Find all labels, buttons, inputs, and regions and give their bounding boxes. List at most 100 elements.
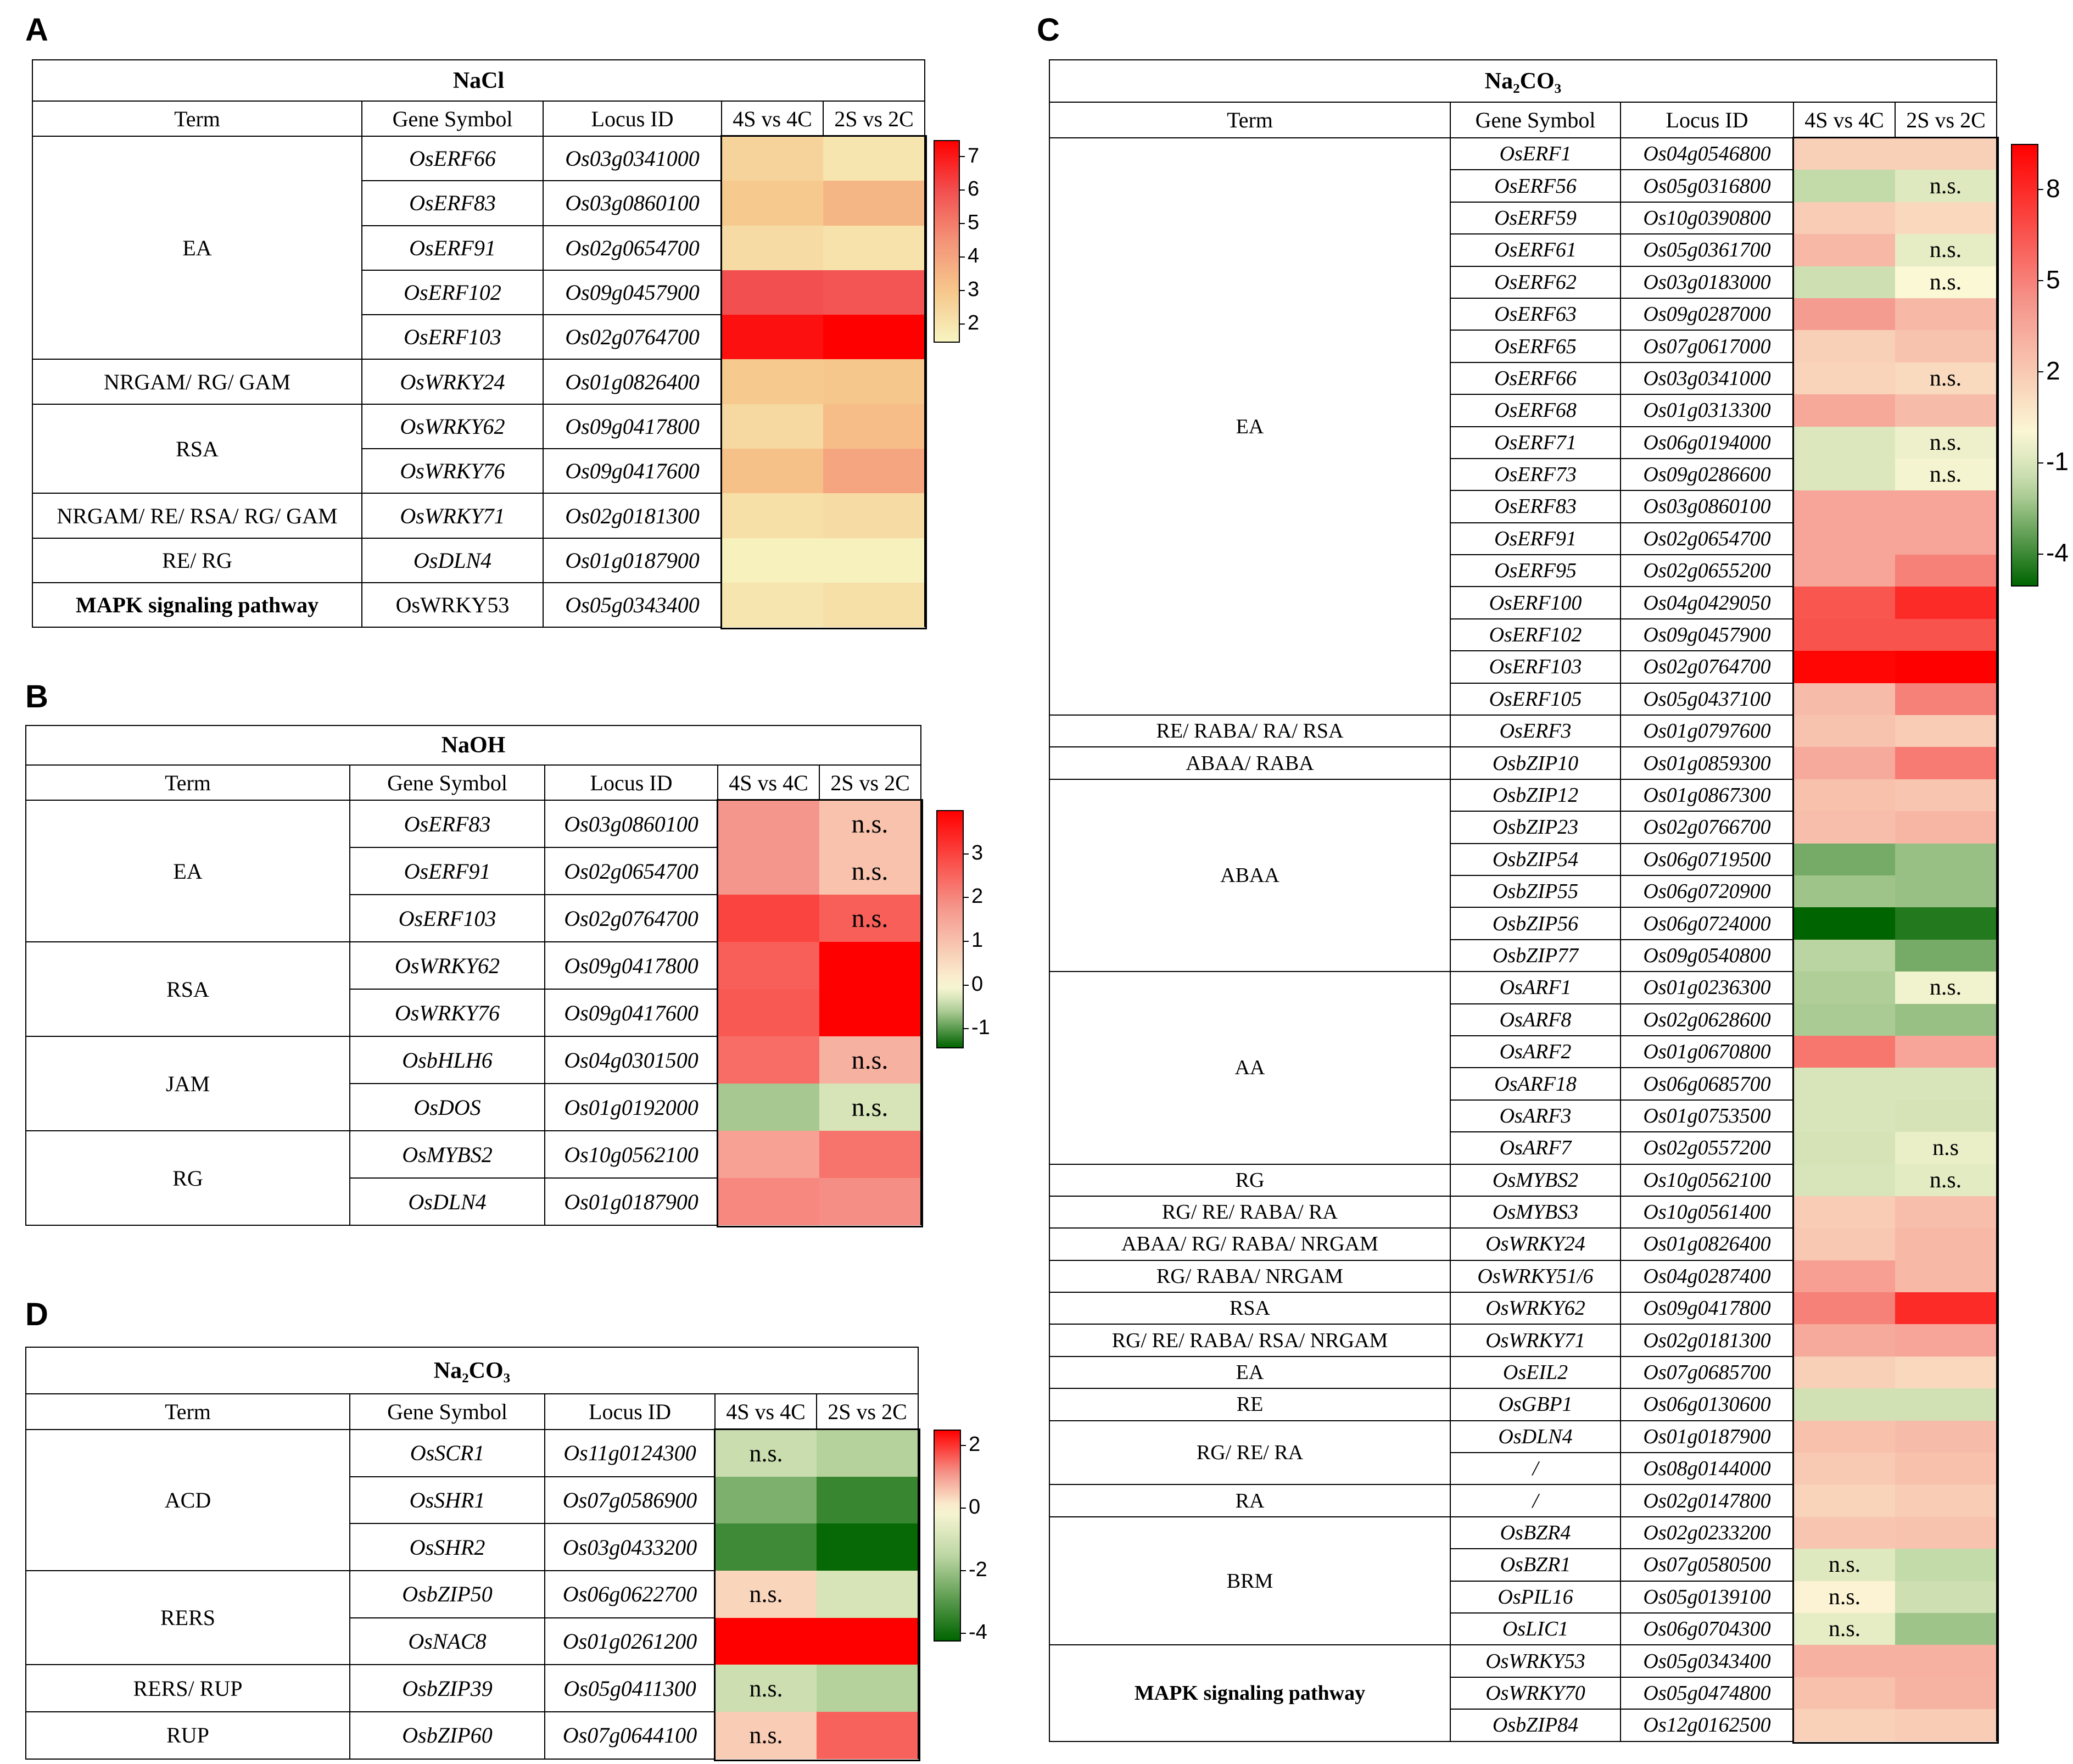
chart-title: NaCl [31, 59, 926, 102]
gene-symbol: OsWRKY24 [1450, 1227, 1621, 1261]
table-row: RSA OsWRKY62 Os09g0417800 [1049, 1292, 1998, 1325]
chart-title: Na₂CO₃ [1048, 59, 1998, 103]
gene-symbol: OsDOS [349, 1083, 545, 1131]
heat-cell-4s-vs-4c [1793, 1228, 1895, 1260]
colorbar-tick-label: 2 [971, 885, 984, 908]
heat-cell-2s-vs-2c [823, 359, 926, 404]
locus-id: Os05g0474800 [1620, 1676, 1794, 1710]
ns-label: n.s. [749, 1439, 783, 1467]
gene-symbol: OsERF95 [1450, 554, 1621, 588]
locus-id: Os09g0287000 [1620, 297, 1794, 331]
term-label: RE/ RABA/ RA/ RSA [1049, 714, 1451, 748]
ns-label: n.s. [749, 1722, 783, 1749]
gene-symbol: OsbZIP50 [349, 1570, 545, 1618]
heatmap-table: NaCl Term Gene Symbol Locus ID 4S vs 4C 2S vs… [31, 59, 926, 628]
gene-symbol: OsBZR4 [1450, 1516, 1621, 1550]
colorbar-tick-label: 5 [2046, 265, 2060, 294]
heat-cell-4s-vs-4c [1793, 1260, 1895, 1293]
ns-label: n.s. [1929, 365, 1962, 391]
table-row: OsDOS Os01g0192000 n.s. [26, 1083, 921, 1131]
colorbar-tick-mark [963, 984, 969, 986]
locus-id: Os01g0859300 [1620, 746, 1794, 780]
gene-symbol: OsDLN4 [361, 537, 544, 583]
heat-cell-4s-vs-4c [1793, 683, 1895, 716]
heat-cell-4s-vs-4c [1793, 875, 1895, 908]
panel-label-d: D [25, 1297, 48, 1332]
locus-id: Os02g0147800 [1620, 1484, 1794, 1517]
heat-cell-4s-vs-4c [1793, 1709, 1895, 1741]
colorbar [934, 1430, 961, 1642]
heat-cell-4s-vs-4c [1793, 587, 1895, 619]
colorbar-tick-label: 1 [971, 928, 984, 952]
gene-symbol: OsDLN4 [1450, 1420, 1621, 1454]
term-label: MAPK signaling pathway [1049, 1644, 1451, 1742]
heat-cell-2s-vs-2c [819, 942, 921, 989]
term-label: ABAA [1049, 778, 1451, 973]
term-label: RG/ RABA/ NRGAM [1049, 1259, 1451, 1293]
table-row: OsERF103 Os02g0764700 [32, 314, 926, 360]
colorbar-tick-mark [2038, 280, 2043, 281]
gene-symbol: OsMYBS3 [1450, 1195, 1621, 1229]
heat-cell-4s-vs-4c [721, 582, 823, 628]
heat-cell-4s-vs-4c [721, 449, 823, 494]
heat-cell-2s-vs-2c [817, 1665, 919, 1712]
heat-cell-2s-vs-2c [1895, 1453, 1998, 1485]
term-label: RG [25, 1130, 350, 1226]
term-label: RERS [25, 1570, 350, 1666]
colorbar-tick-mark [963, 1028, 969, 1030]
heat-cell-2s-vs-2c [823, 493, 926, 538]
locus-id: Os01g0753500 [1620, 1099, 1794, 1133]
heat-cell-2s-vs-2c [1895, 618, 1998, 651]
heat-cell-4s-vs-4c [1793, 555, 1895, 587]
gene-symbol: OsERF91 [349, 847, 545, 895]
term-label: EA [25, 800, 350, 942]
heat-cell-2s-vs-2c [1895, 1516, 1998, 1549]
heat-cell-2s-vs-2c [1895, 1228, 1998, 1260]
locus-id: Os02g0181300 [543, 493, 722, 539]
table-row: MAPK signaling pathway OsWRKY53 Os05g03434… [32, 582, 926, 628]
table-row: OsbZIP56 Os06g0724000 [1049, 907, 1998, 940]
heat-cell-4s-vs-4c [717, 989, 819, 1036]
heat-cell-4s-vs-4c [1793, 266, 1895, 298]
gene-symbol: OsbZIP23 [1450, 811, 1621, 844]
table-row: RG/ RE/ RABA/ RA OsMYBS3 Os10g0561400 [1049, 1195, 1998, 1229]
table-row: EA OsEIL2 Os07g0685700 [1049, 1355, 1998, 1389]
table-row: OsERF56 Os05g0316800 n.s. [1049, 169, 1998, 203]
heat-cell-4s-vs-4c [721, 493, 823, 538]
colorbar-tick-mark [959, 189, 965, 191]
column-header-2s-vs-2c: 2S vs 2C [815, 1393, 919, 1430]
locus-id: Os08g0144000 [1620, 1452, 1794, 1486]
locus-id: Os07g0617000 [1620, 330, 1794, 363]
locus-id: Os05g0411300 [544, 1664, 716, 1713]
heat-cell-2s-vs-2c [817, 1617, 919, 1665]
colorbar-tick-mark [2038, 188, 2043, 190]
heat-cell-2s-vs-2c [823, 136, 926, 181]
gene-symbol: OsEIL2 [1450, 1355, 1621, 1389]
colorbar-tick-mark [959, 323, 965, 325]
colorbar-tick-label: 6 [968, 177, 980, 201]
table-row: OsARF8 Os02g0628600 [1049, 1003, 1998, 1036]
heat-cell-4s-vs-4c: n.s. [714, 1712, 817, 1759]
colorbar-tick-mark [963, 897, 969, 898]
colorbar-tick-mark [2038, 553, 2043, 555]
heat-cell-4s-vs-4c [1793, 1196, 1895, 1229]
locus-id: Os10g0562100 [544, 1130, 718, 1179]
heat-cell-2s-vs-2c [1895, 394, 1998, 427]
heat-cell-4s-vs-4c [1793, 170, 1895, 202]
locus-id: Os01g0670800 [1620, 1035, 1794, 1069]
term-label: RG/ RE/ RABA/ RSA/ NRGAM [1049, 1324, 1451, 1357]
heat-cell-4s-vs-4c [717, 800, 819, 847]
table-row: OsDLN4 Os01g0187900 [26, 1177, 921, 1226]
heat-cell-2s-vs-2c [1895, 1324, 1998, 1357]
gene-symbol: OsERF73 [1450, 457, 1621, 492]
locus-id: Os01g0187900 [544, 1177, 718, 1226]
gene-symbol: OsbZIP84 [1450, 1709, 1621, 1742]
heat-cell-2s-vs-2c [1895, 715, 1998, 747]
panel-d-na2co3-heatmap: Na₂CO₃ Term Gene Symbol Locus ID 4S vs 4C 2S … [25, 1347, 921, 1761]
table-row: RERS/ RUP OsbZIP39 Os05g0411300 n.s. [25, 1664, 919, 1713]
heat-cell-4s-vs-4c [1793, 779, 1895, 812]
table-row: MAPK signaling pathway OsWRKY53 Os05g03434… [1049, 1644, 1998, 1742]
heat-cell-2s-vs-2c [1895, 1677, 1998, 1710]
heat-cell-2s-vs-2c [1895, 202, 1998, 235]
gene-symbol: / [1450, 1452, 1621, 1486]
